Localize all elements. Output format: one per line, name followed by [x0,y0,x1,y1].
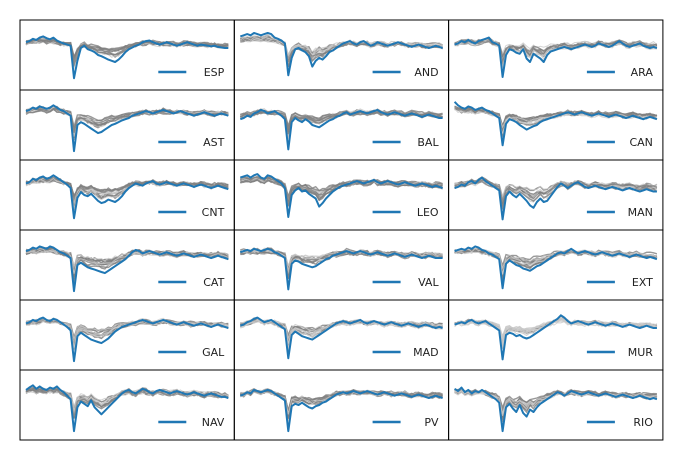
series-line-gal [25,316,229,363]
series-line-ext [454,245,658,290]
background-series-group [25,317,229,351]
panel-nav: NAV [19,369,235,441]
series-line-can [453,101,658,147]
background-series-group [239,175,443,207]
background-series-group [454,176,658,212]
legend-label: MUR [628,346,654,359]
panel-leo: LEO [233,159,450,231]
legend-label: EXT [632,276,653,289]
panel-ast: AST [19,89,235,161]
series-line-mad [239,316,443,360]
series-line-mur [454,314,657,361]
panel-mad: MAD [233,299,450,371]
background-series-line [454,106,658,134]
legend-label: GAL [202,346,225,359]
panel-frame [19,159,235,231]
panel-ext: EXT [448,229,664,301]
background-series-group [240,34,444,68]
legend-label: LEO [417,206,439,219]
panel-frame [448,159,664,231]
background-series-line [240,36,443,56]
legend-label: CNT [202,206,225,219]
series-line-val [239,247,443,291]
legend-label: PV [424,416,439,429]
panel-frame [448,299,664,371]
series-line-bal [239,108,443,151]
series-line-rio [454,386,658,433]
legend-label: MAN [628,206,653,219]
panel-frame [19,299,235,371]
series-line-man [454,176,657,221]
series-line-ast [25,104,229,153]
background-series-group [454,247,658,281]
panel-frame [448,89,664,161]
series-line-pv [239,388,443,433]
panel-frame [233,299,450,371]
panel-ara: ARA [448,19,664,91]
background-series-group [25,37,229,69]
legend-label: RIO [633,416,653,429]
legend-label: VAL [418,276,439,289]
background-series-line [454,106,657,129]
legend-label: AND [414,66,438,79]
panel-frame [19,19,235,91]
background-series-line [240,321,443,352]
panel-frame [448,229,664,301]
legend-label: MAD [413,346,439,359]
panel-can: CAN [448,89,664,161]
panel-gal: GAL [19,299,235,371]
panel-val: VAL [233,229,450,301]
background-series-group [25,246,229,283]
background-series-group [454,36,658,69]
panel-frame [233,159,450,231]
panel-cnt: CNT [19,159,235,231]
legend-label: ARA [631,66,654,79]
panel-frame [233,229,450,301]
panel-bal: BAL [233,89,450,161]
legend-label: AST [203,136,225,149]
panel-frame [448,369,664,441]
panel-frame [448,19,664,91]
panel-pv: PV [233,369,450,441]
panel-frame [19,229,235,301]
panel-frame [19,369,235,441]
series-line-and [239,32,443,77]
legend-label: BAL [417,136,439,149]
panel-frame [233,89,450,161]
panel-man: MAN [448,159,664,231]
panel-and: AND [233,19,450,91]
legend-label: ESP [204,66,225,79]
background-series-group [25,176,229,210]
panel-mur: MUR [448,299,664,371]
series-line-nav [25,384,229,433]
panel-rio: RIO [448,369,664,441]
panel-frame [233,19,450,91]
legend-label: NAV [202,416,225,429]
series-line-cnt [25,174,229,220]
series-line-esp [25,35,229,80]
panel-esp: ESP [19,19,235,91]
background-series-line [454,108,657,129]
series-line-leo [239,173,443,218]
series-line-cat [25,245,229,293]
series-line-ara [454,36,658,78]
panel-cat: CAT [19,229,235,301]
background-series-group [25,105,229,140]
panel-frame [19,89,235,161]
legend-label: CAT [203,276,224,289]
legend-label: CAN [629,136,652,149]
background-series-line [454,319,657,343]
panel-frame [233,369,450,441]
